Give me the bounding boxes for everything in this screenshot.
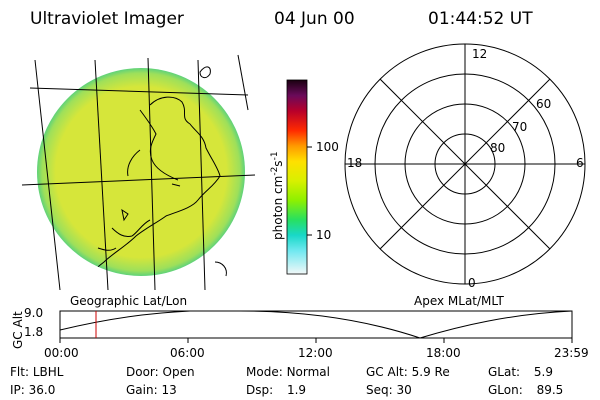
time-tick-2359: 23:59 xyxy=(554,346,589,360)
glon-status: GLon: 89.5 xyxy=(488,383,564,397)
seq-status: Seq: 30 xyxy=(366,383,412,397)
altitude-ytick-9: 9.0 xyxy=(24,306,44,320)
mlat-label-80: 80 xyxy=(490,141,506,155)
instrument-title: Ultraviolet Imager xyxy=(30,9,184,29)
colorbar-tick-10: 10 xyxy=(316,228,332,242)
earth-image xyxy=(21,54,256,291)
date-label: 04 Jun 00 xyxy=(274,9,355,29)
mlt-label-18: 18 xyxy=(347,156,363,170)
ip-status: IP: 36.0 xyxy=(10,383,56,397)
mlat-label-60: 60 xyxy=(536,97,552,111)
gc-alt-status: GC Alt: 5.9 Re xyxy=(366,365,450,379)
colorbar-unit-label: photon cm-2s-1 xyxy=(270,151,285,240)
mode-status: Mode: Normal xyxy=(246,365,330,379)
colorbar xyxy=(286,79,308,275)
time-tick-0000: 00:00 xyxy=(44,346,79,360)
filter-status: Flt: LBHL xyxy=(10,365,64,379)
dsp-status: Dsp: 1.9 xyxy=(246,383,307,397)
glat-status: GLat: 5.9 xyxy=(488,365,554,379)
polar-mlat-mlt-plot xyxy=(344,43,586,285)
geographic-panel-label: Geographic Lat/Lon xyxy=(70,294,188,308)
mlt-label-0: 0 xyxy=(468,276,476,290)
time-tick-0600: 06:00 xyxy=(170,346,205,360)
time-tick-1800: 18:00 xyxy=(426,346,461,360)
mlat-label-70: 70 xyxy=(512,120,528,134)
time-label: 01:44:52 UT xyxy=(428,9,533,29)
altitude-ytick-1-8: 1.8 xyxy=(24,325,44,339)
mlt-label-6: 6 xyxy=(576,156,584,170)
colorbar-tick-100: 100 xyxy=(316,140,339,154)
time-tick-1200: 12:00 xyxy=(298,346,333,360)
gain-status: Gain: 13 xyxy=(126,383,177,397)
altitude-plot xyxy=(59,310,573,343)
altitude-ylabel: GC Alt xyxy=(11,311,25,349)
door-status: Door: Open xyxy=(126,365,195,379)
apex-panel-label: Apex MLat/MLT xyxy=(414,294,504,308)
mlt-label-12: 12 xyxy=(472,47,488,61)
